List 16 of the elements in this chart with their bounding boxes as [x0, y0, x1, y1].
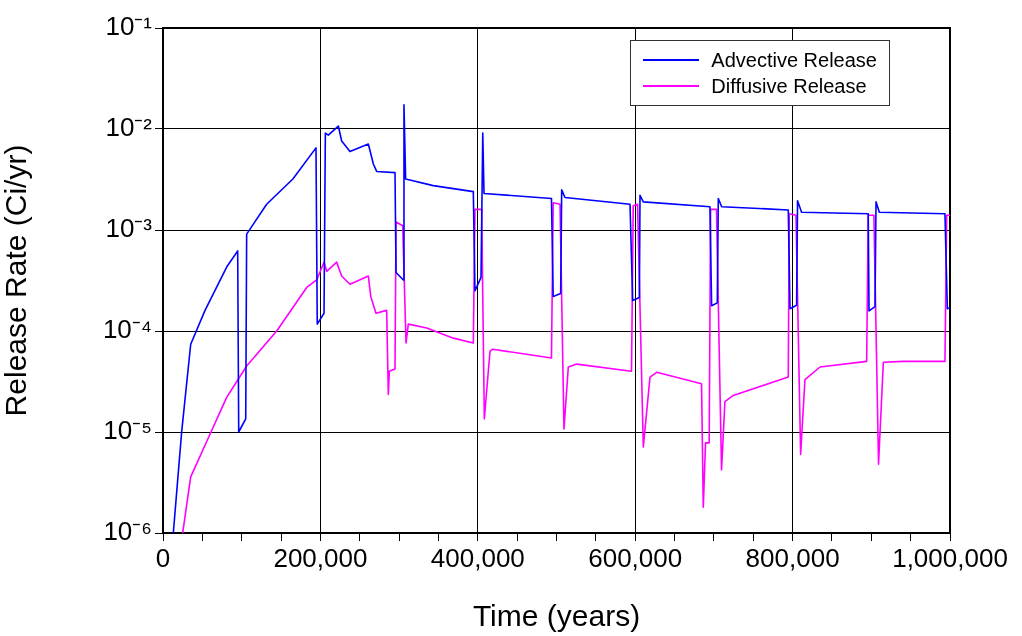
x-tick-label: 600,000 [588, 542, 683, 573]
y-axis-title: Release Rate (Ci/yr) [0, 144, 33, 417]
legend-label: Diffusive Release [711, 74, 867, 98]
y-tick-label: 10⁻² [105, 112, 153, 143]
x-tick-label: 0 [155, 542, 171, 573]
x-axis-title: Time (years) [472, 599, 641, 633]
x-tick-label: 800,000 [745, 542, 840, 573]
x-tick-label: 1,000,000 [892, 542, 1008, 573]
y-tick-label: 10⁻⁴ [102, 314, 152, 345]
x-tick-label: 200,000 [273, 542, 368, 573]
x-tick-label: 400,000 [430, 542, 525, 573]
legend-label: Advective Release [711, 48, 877, 72]
y-tick-label: 10⁻³ [105, 213, 153, 244]
y-tick-label: 10⁻⁵ [103, 415, 152, 446]
y-tick-label: 10⁻⁶ [103, 516, 152, 547]
y-tick-label: 10⁻¹ [105, 11, 153, 42]
